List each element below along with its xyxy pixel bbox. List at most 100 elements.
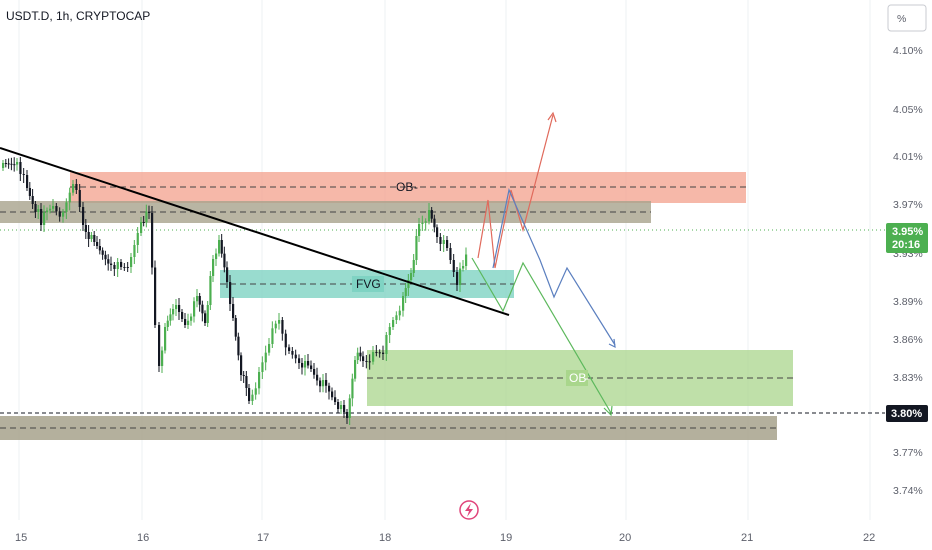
- lightning-icon[interactable]: [459, 500, 479, 520]
- candle-body: [175, 305, 178, 309]
- candle-body: [337, 402, 340, 409]
- candle-body: [164, 327, 167, 351]
- candle-body: [151, 213, 154, 268]
- candle-body: [459, 268, 462, 285]
- candle-body: [101, 250, 104, 255]
- candle-body: [362, 356, 365, 361]
- supply-zone-label: OB: [396, 180, 413, 194]
- candle-body: [209, 276, 212, 305]
- candle-body: [13, 164, 16, 166]
- candle-body: [421, 222, 424, 224]
- candle-body: [169, 314, 172, 321]
- candle-body: [251, 394, 254, 401]
- candle-body: [130, 257, 133, 267]
- candle-body: [84, 225, 87, 232]
- candle-body: [4, 163, 7, 164]
- candle-body: [310, 365, 313, 369]
- candle-body: [248, 388, 251, 401]
- candle-body: [382, 352, 385, 354]
- candle-body: [402, 296, 405, 311]
- y-tick-374: 3.74%: [893, 485, 923, 497]
- candle-body: [166, 320, 169, 327]
- candle-body: [90, 235, 93, 239]
- price-axis[interactable]: 4.10% 4.05% 4.01% 3.97% 3.93% 3.89% 3.86…: [893, 45, 923, 497]
- candle-body: [465, 254, 468, 266]
- candle-body: [72, 184, 75, 193]
- candle-body: [271, 328, 274, 344]
- candle-body: [196, 296, 199, 302]
- candle-body: [148, 211, 151, 213]
- candle-body: [87, 232, 90, 239]
- candle-body: [145, 211, 148, 223]
- red-projection-path: [477, 114, 554, 269]
- candle-body: [237, 336, 240, 356]
- candle-body: [110, 263, 113, 265]
- fvg-label-bg: [352, 276, 384, 292]
- candle-body: [31, 196, 34, 204]
- blue-arrowhead: [608, 338, 616, 349]
- candle-body: [291, 351, 294, 355]
- candle-body: [212, 259, 215, 276]
- candle-body: [40, 209, 43, 225]
- candle-body: [116, 262, 119, 269]
- candle-body: [365, 361, 368, 362]
- candle-body: [343, 405, 346, 412]
- candle-body: [446, 240, 449, 248]
- candle-body: [346, 412, 349, 418]
- candle-body: [356, 352, 359, 360]
- candle-body: [304, 361, 307, 368]
- candle-body: [204, 313, 207, 323]
- x-tick-18: 18: [379, 532, 391, 544]
- projection-paths[interactable]: [471, 111, 616, 417]
- supply-zone-label-dash: -: [414, 180, 418, 194]
- candle-body: [385, 335, 388, 354]
- candle-body: [456, 272, 459, 285]
- candle-body: [449, 248, 452, 260]
- candle-body: [395, 315, 398, 320]
- candle-body: [142, 222, 145, 223]
- candle-body: [65, 202, 68, 212]
- candle-body: [368, 361, 371, 363]
- time-axis[interactable]: 15 16 17 18 19 20 21 22: [15, 532, 875, 544]
- candle-body: [104, 254, 107, 260]
- candle-body: [123, 267, 126, 268]
- blue-projection-path: [492, 188, 616, 346]
- candle-body: [190, 316, 193, 321]
- candle-body: [439, 237, 442, 244]
- demand-label-bg: [566, 370, 588, 386]
- candle-body: [133, 245, 136, 257]
- candle-body: [378, 352, 381, 354]
- demand-zone-label-dash: -: [585, 371, 589, 385]
- x-tick-16: 16: [137, 532, 149, 544]
- trendline[interactable]: [0, 147, 510, 316]
- x-tick-17: 17: [257, 532, 269, 544]
- candle-body: [10, 163, 13, 165]
- candle-body: [428, 210, 431, 222]
- candle-body: [223, 253, 226, 268]
- candle-body: [19, 162, 22, 174]
- candle-body: [284, 333, 287, 348]
- candle-body: [415, 236, 418, 260]
- candle-body: [178, 305, 181, 312]
- candle-body: [206, 305, 209, 323]
- marked-level-value: 3.80%: [891, 408, 922, 420]
- candle-body: [234, 318, 237, 337]
- candle-body: [281, 320, 284, 334]
- candle-body: [316, 374, 319, 381]
- last-price-value: 3.95%: [892, 226, 923, 238]
- candle-body: [392, 320, 395, 327]
- candle-body: [261, 362, 264, 372]
- bar-countdown: 20:16: [892, 239, 920, 251]
- vertical-grid: [18, 0, 871, 520]
- x-tick-19: 19: [500, 532, 512, 544]
- candle-body: [254, 388, 257, 395]
- percent-label: %: [897, 13, 906, 25]
- candle-body: [348, 398, 351, 418]
- y-tick-401: 4.01%: [893, 151, 923, 163]
- candle-body: [424, 221, 427, 223]
- candle-body: [404, 288, 407, 296]
- x-tick-22: 22: [863, 532, 875, 544]
- percent-scale-button[interactable]: %: [887, 4, 927, 32]
- candle-body: [430, 210, 433, 219]
